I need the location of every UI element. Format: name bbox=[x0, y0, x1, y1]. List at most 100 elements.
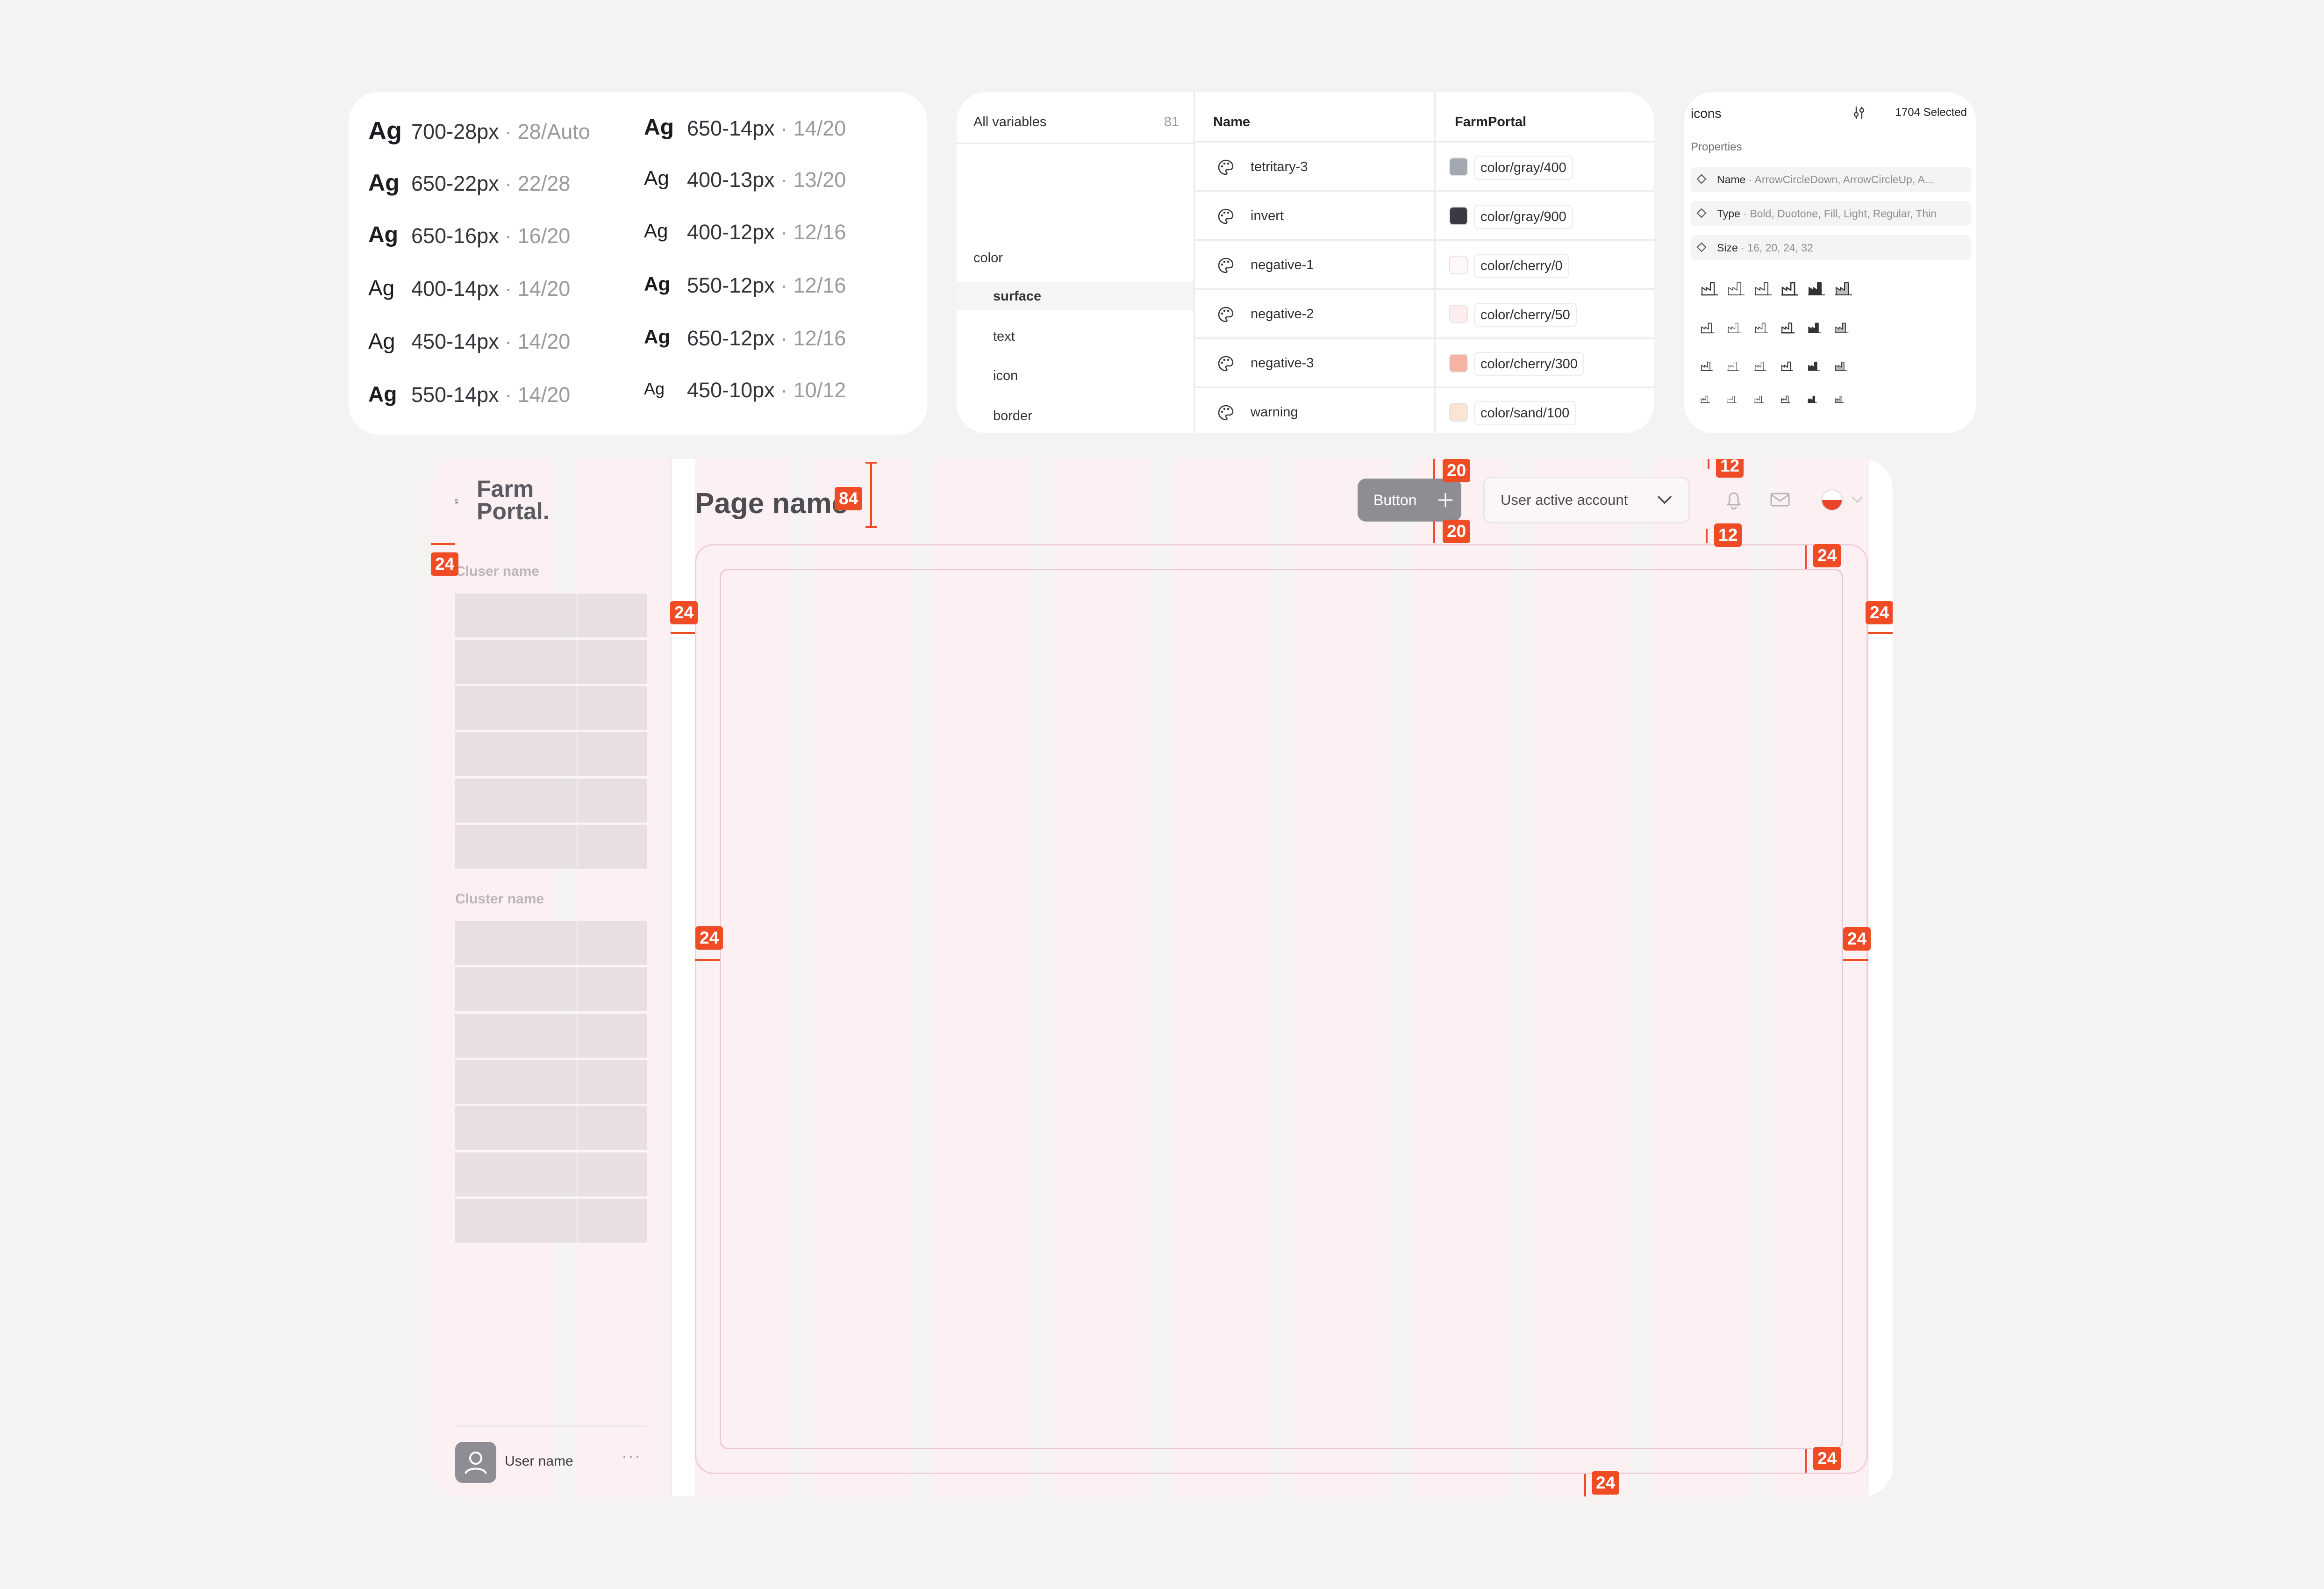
avatar[interactable] bbox=[455, 1442, 496, 1483]
factory-icon[interactable] bbox=[1727, 394, 1737, 404]
factory-icon[interactable] bbox=[1781, 394, 1791, 404]
gap-marker bbox=[1708, 459, 1709, 469]
all-variables-header[interactable]: All variables 81 bbox=[973, 108, 1179, 136]
type-sample: Ag bbox=[368, 222, 398, 247]
sidebar-padding-marker bbox=[431, 543, 455, 545]
prop-type[interactable]: Type · Bold, Duotone, Fill, Light, Regul… bbox=[1691, 201, 1971, 226]
logo[interactable]: Farm Portal. bbox=[477, 476, 550, 523]
type-line-height: · 12/16 bbox=[774, 220, 846, 244]
all-variables-label: All variables bbox=[973, 115, 1047, 129]
column-divider bbox=[1434, 92, 1436, 433]
type-sample: Ag bbox=[368, 117, 402, 145]
factory-icon[interactable] bbox=[1700, 359, 1713, 372]
language-switcher[interactable] bbox=[1820, 487, 1871, 513]
grid-overlay bbox=[576, 921, 579, 965]
button-label: Button bbox=[1373, 492, 1417, 508]
content-area-inner bbox=[720, 569, 1843, 1449]
factory-icon[interactable] bbox=[1700, 279, 1719, 298]
factory-icon[interactable] bbox=[1754, 320, 1769, 335]
nav-item[interactable] bbox=[455, 686, 647, 731]
palette-icon bbox=[1218, 208, 1234, 224]
factory-icon[interactable] bbox=[1834, 320, 1849, 335]
nav-item[interactable] bbox=[455, 594, 647, 639]
factory-icon[interactable] bbox=[1754, 279, 1773, 298]
type-spec: 400-14px bbox=[411, 276, 499, 301]
variable-row[interactable]: negative-3 color/cherry/300 bbox=[1194, 337, 1654, 388]
sliders-icon[interactable] bbox=[1852, 105, 1866, 120]
nav-item[interactable] bbox=[455, 1060, 647, 1105]
nav-item[interactable] bbox=[455, 1106, 647, 1152]
variable-name: negative-3 bbox=[1251, 356, 1314, 371]
group-text[interactable]: text bbox=[993, 329, 1015, 344]
nav-item[interactable] bbox=[455, 732, 647, 778]
factory-icon[interactable] bbox=[1727, 320, 1742, 335]
account-select[interactable]: User active account bbox=[1483, 477, 1690, 523]
factory-icon[interactable] bbox=[1807, 320, 1822, 335]
group-icon[interactable]: icon bbox=[993, 368, 1018, 383]
variable-row[interactable]: negative-2 color/cherry/50 bbox=[1194, 288, 1654, 339]
nav-item[interactable] bbox=[455, 825, 647, 870]
palette-icon bbox=[1218, 356, 1234, 372]
factory-icon[interactable] bbox=[1754, 394, 1764, 404]
more-options-icon[interactable]: ··· bbox=[622, 1446, 641, 1465]
type-line-height: · 12/16 bbox=[774, 273, 846, 297]
bell-icon[interactable] bbox=[1722, 488, 1745, 511]
variable-row[interactable]: invert color/gray/900 bbox=[1194, 190, 1654, 241]
mode-column-header[interactable]: FarmPortal bbox=[1455, 115, 1527, 129]
variable-value[interactable]: color/gray/400 bbox=[1474, 156, 1573, 180]
logo-line1: Farm bbox=[477, 476, 534, 502]
nav-item[interactable] bbox=[455, 640, 647, 685]
variable-value[interactable]: color/sand/100 bbox=[1474, 401, 1576, 425]
prop-size[interactable]: Size · 16, 20, 24, 32 bbox=[1691, 235, 1971, 260]
type-sample: Ag bbox=[644, 167, 669, 190]
nav-item[interactable] bbox=[455, 967, 647, 1013]
grid-column bbox=[935, 459, 1030, 1496]
factory-icon[interactable] bbox=[1834, 279, 1853, 298]
nav-item[interactable] bbox=[455, 1152, 647, 1198]
grid-gutter bbox=[1150, 459, 1174, 1496]
factory-icon[interactable] bbox=[1727, 279, 1745, 298]
variable-value[interactable]: color/gray/900 bbox=[1474, 205, 1573, 229]
typography-card: Ag 700-28px · 28/Auto Ag 650-22px · 22/28 Ag… bbox=[349, 92, 927, 435]
nav-item[interactable] bbox=[455, 1014, 647, 1059]
factory-icon[interactable] bbox=[1807, 279, 1826, 298]
cluster-label-2: Cluster name bbox=[455, 891, 544, 907]
name-column-header[interactable]: Name bbox=[1213, 115, 1250, 129]
group-surface[interactable]: surface bbox=[957, 282, 1194, 310]
variable-row[interactable]: tetritary-3 color/gray/400 bbox=[1194, 141, 1654, 192]
content-padding-marker bbox=[1805, 1449, 1807, 1473]
group-border[interactable]: border bbox=[993, 408, 1032, 423]
variable-value[interactable]: color/cherry/50 bbox=[1474, 303, 1577, 327]
user-icon bbox=[465, 1452, 487, 1474]
primary-button[interactable]: Button bbox=[1358, 479, 1461, 522]
poland-flag-icon bbox=[1821, 489, 1863, 511]
factory-icon[interactable] bbox=[1727, 359, 1740, 372]
layout-frame: Farm Portal. Cluser name Cluster name Us… bbox=[431, 459, 1893, 1496]
grid-gutter bbox=[1389, 459, 1414, 1496]
variable-value[interactable]: color/cherry/300 bbox=[1474, 352, 1584, 376]
variable-row[interactable]: negative-1 color/cherry/0 bbox=[1194, 239, 1654, 290]
factory-icon[interactable] bbox=[1754, 359, 1767, 372]
user-name[interactable]: User name bbox=[505, 1453, 573, 1469]
prop-name[interactable]: Name · ArrowCircleDown, ArrowCircleUp, A… bbox=[1691, 167, 1971, 192]
group-color[interactable]: color bbox=[973, 251, 1003, 265]
nav-item[interactable] bbox=[455, 779, 647, 824]
factory-icon[interactable] bbox=[1781, 320, 1795, 335]
factory-icon[interactable] bbox=[1700, 320, 1715, 335]
grid-column bbox=[1174, 459, 1270, 1496]
grid-overlay bbox=[576, 594, 579, 637]
factory-icon[interactable] bbox=[1807, 359, 1820, 372]
factory-icon[interactable] bbox=[1834, 359, 1847, 372]
factory-icon[interactable] bbox=[1781, 279, 1799, 298]
nav-item[interactable] bbox=[455, 921, 647, 966]
factory-icon[interactable] bbox=[1834, 394, 1845, 404]
factory-icon[interactable] bbox=[1807, 394, 1817, 404]
nav-item[interactable] bbox=[455, 1199, 647, 1244]
factory-icon[interactable] bbox=[1781, 359, 1794, 372]
factory-icon[interactable] bbox=[1700, 394, 1710, 404]
variable-value[interactable]: color/cherry/0 bbox=[1474, 254, 1569, 278]
type-line-height: · 13/20 bbox=[774, 167, 846, 192]
variable-row[interactable]: warning color/sand/100 bbox=[1194, 387, 1654, 433]
logo-mark-icon bbox=[455, 499, 458, 504]
mail-icon[interactable] bbox=[1768, 488, 1792, 511]
